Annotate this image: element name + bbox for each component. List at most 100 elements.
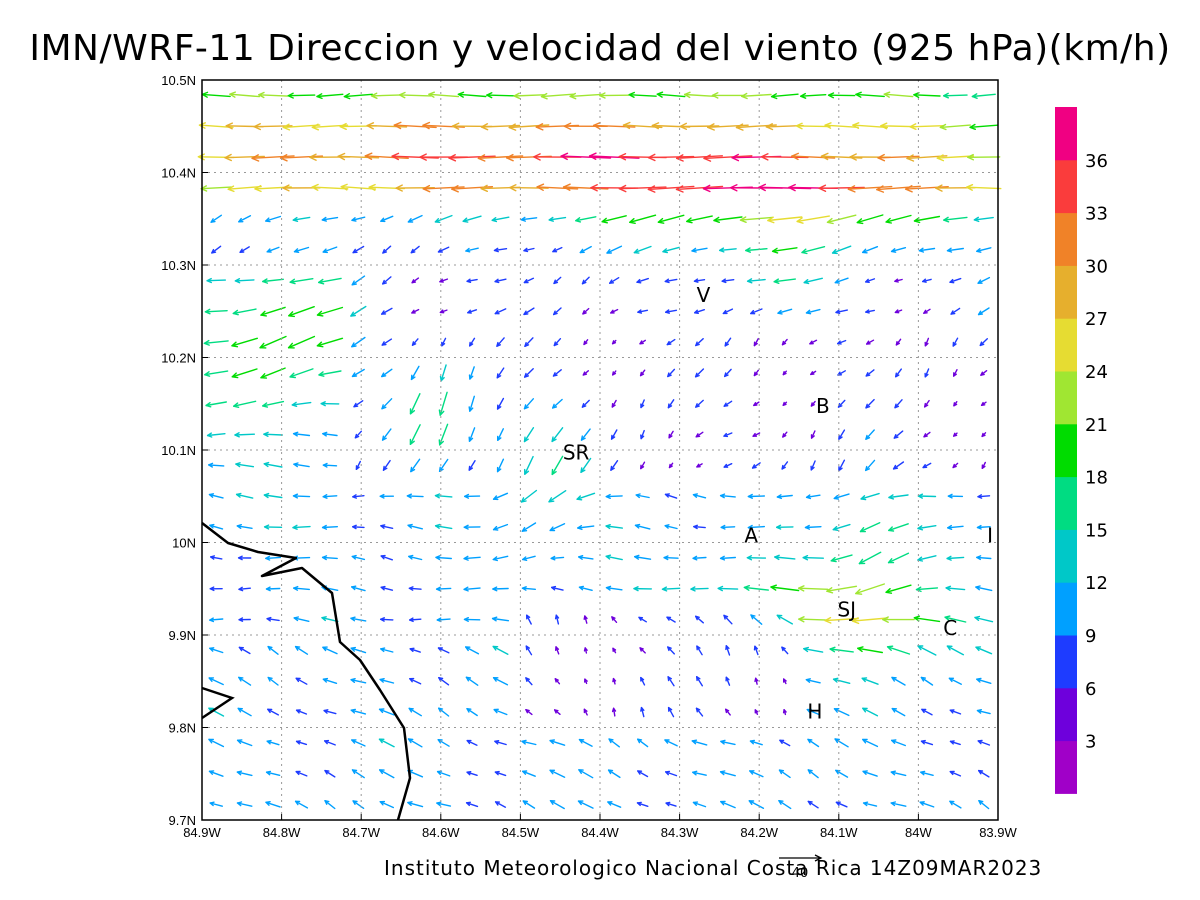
x-tick-label: 84.6W bbox=[422, 825, 460, 840]
wind-vector bbox=[235, 492, 254, 499]
wind-vector bbox=[549, 800, 565, 810]
wind-vector bbox=[801, 245, 826, 255]
wind-vector bbox=[434, 523, 453, 530]
wind-vector bbox=[720, 524, 736, 530]
wind-vector bbox=[851, 617, 889, 625]
wind-vector bbox=[920, 770, 934, 776]
wind-vector bbox=[554, 614, 560, 625]
wind-vector bbox=[771, 247, 798, 254]
colorbar-segment bbox=[1055, 423, 1077, 478]
wind-vector bbox=[606, 245, 623, 254]
wind-vector bbox=[857, 646, 883, 654]
wind-vector bbox=[441, 337, 447, 347]
wind-vector bbox=[894, 278, 903, 283]
x-tick-label: 84.8W bbox=[263, 825, 301, 840]
wind-vector bbox=[882, 616, 915, 623]
colorbar-segment bbox=[1055, 107, 1077, 161]
wind-vector bbox=[605, 524, 623, 530]
x-tick-label: 84W bbox=[905, 825, 932, 840]
wind-vector bbox=[350, 678, 367, 684]
wind-vector bbox=[265, 770, 281, 776]
wind-vector bbox=[862, 245, 879, 254]
wind-vector bbox=[810, 460, 816, 471]
coastline-main bbox=[201, 522, 412, 821]
wind-vector bbox=[265, 555, 282, 561]
wind-vector bbox=[895, 368, 902, 378]
wind-vector bbox=[856, 214, 884, 225]
wind-vector bbox=[949, 277, 962, 284]
colorbar-segment bbox=[1055, 371, 1077, 425]
wind-vector bbox=[719, 493, 736, 499]
wind-vector bbox=[382, 459, 391, 471]
wind-vector bbox=[439, 278, 449, 283]
wind-vector bbox=[743, 585, 769, 591]
wind-vector bbox=[437, 647, 450, 654]
wind-vector bbox=[746, 555, 767, 561]
wind-vector bbox=[667, 676, 675, 687]
wind-vector bbox=[438, 707, 450, 717]
colorbar-label: 12 bbox=[1085, 573, 1108, 594]
wind-vector bbox=[468, 460, 476, 471]
wind-vector bbox=[885, 584, 912, 594]
wind-vector bbox=[810, 430, 816, 439]
wind-vector bbox=[263, 431, 283, 437]
wind-vector bbox=[232, 308, 257, 316]
wind-vector bbox=[824, 122, 859, 129]
wind-vector bbox=[524, 455, 534, 475]
wind-vector bbox=[637, 309, 649, 314]
wind-vector bbox=[380, 554, 393, 561]
wind-vector bbox=[865, 369, 875, 377]
wind-vector bbox=[410, 245, 420, 254]
wind-vector bbox=[781, 461, 789, 470]
wind-vector bbox=[795, 122, 831, 130]
wind-vector bbox=[807, 769, 819, 779]
wind-vector bbox=[719, 770, 736, 777]
wind-vector bbox=[351, 554, 366, 561]
wind-vector bbox=[521, 739, 537, 746]
wind-vector bbox=[364, 152, 409, 160]
y-tick-label: 10.3N bbox=[161, 258, 196, 273]
wind-vector bbox=[894, 399, 903, 409]
wind-vector bbox=[692, 493, 707, 499]
wind-vector bbox=[525, 709, 533, 716]
x-tick-label: 84.3W bbox=[661, 825, 699, 840]
wind-vector bbox=[584, 678, 588, 685]
wind-vector bbox=[524, 368, 534, 378]
wind-vector bbox=[523, 277, 535, 284]
wind-vector bbox=[583, 708, 588, 716]
wind-vector bbox=[605, 585, 623, 591]
wind-vector bbox=[580, 428, 591, 441]
wind-vector bbox=[379, 769, 395, 779]
wind-vector bbox=[381, 428, 392, 441]
wind-vector bbox=[890, 770, 907, 777]
wind-vector bbox=[204, 308, 228, 315]
wind-vector bbox=[492, 555, 509, 562]
wind-vector bbox=[754, 709, 759, 715]
wind-vector bbox=[491, 616, 510, 622]
wind-vector bbox=[838, 459, 846, 472]
wind-vector bbox=[408, 554, 423, 561]
wind-vector bbox=[628, 91, 657, 98]
y-tick-label: 10.4N bbox=[161, 166, 196, 181]
wind-vector bbox=[608, 738, 620, 748]
wind-vector bbox=[295, 709, 308, 715]
wind-vector bbox=[607, 801, 622, 808]
wind-vector bbox=[975, 646, 993, 655]
wind-vector bbox=[609, 277, 620, 284]
wind-vector bbox=[665, 770, 678, 777]
wind-vector bbox=[209, 586, 223, 592]
wind-vector bbox=[260, 367, 286, 379]
wind-vector bbox=[924, 337, 930, 347]
wind-vector bbox=[610, 308, 619, 314]
wind-vector bbox=[380, 585, 394, 591]
wind-vector bbox=[324, 769, 336, 778]
wind-vector bbox=[948, 677, 962, 685]
wind-vector bbox=[725, 645, 731, 656]
wind-vector bbox=[950, 307, 961, 315]
wind-vector bbox=[949, 709, 962, 715]
wind-vector bbox=[468, 427, 476, 442]
wind-vector bbox=[832, 677, 851, 684]
wind-vector bbox=[520, 489, 538, 503]
wind-vector bbox=[782, 431, 788, 438]
wind-vector bbox=[540, 92, 574, 100]
